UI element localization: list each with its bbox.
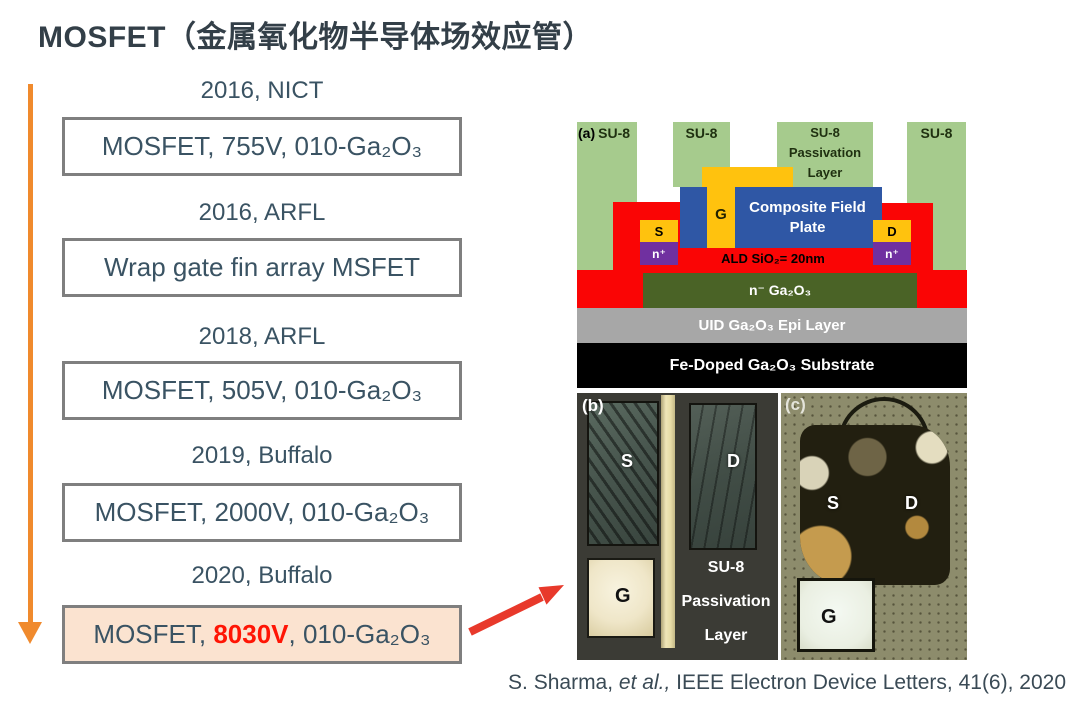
su8-passivation-pillar bbox=[777, 122, 873, 187]
citation-author: S. Sharma, bbox=[508, 671, 619, 694]
ald-sio2-layer bbox=[673, 248, 873, 273]
n-plus-region-right: n⁺ bbox=[873, 242, 911, 265]
source-label: S bbox=[621, 451, 634, 471]
timeline-box-text: MOSFET, 2000V, 010-Ga₂O₃ bbox=[94, 497, 430, 527]
timeline-arrow-down-icon bbox=[18, 622, 42, 644]
field-plate-label: Composite Field Plate bbox=[749, 199, 866, 236]
su8-label: SU-8 bbox=[920, 125, 953, 141]
timeline-box: MOSFET, 505V, 010-Ga₂O₃ bbox=[62, 361, 462, 420]
highlight-value: 8030V bbox=[213, 619, 289, 649]
citation-etal: et al., bbox=[618, 671, 671, 694]
ald-sio2-label: ALD SiO₂= 20nm bbox=[721, 251, 825, 266]
su8-passivation-caption: SU-8 Passivation Layer bbox=[681, 559, 771, 644]
timeline-arrow-line bbox=[28, 84, 33, 622]
epi-layer: UID Ga₂O₃ Epi Layer bbox=[577, 308, 967, 343]
drain-label: D bbox=[727, 451, 740, 471]
gate-label: G bbox=[715, 206, 727, 223]
timeline-box-text: Wrap gate fin array MSFET bbox=[104, 252, 420, 282]
su8-pillar-label-group: (a) SU-8 bbox=[578, 125, 638, 141]
timeline-box-text: MOSFET, 755V, 010-Ga₂O₃ bbox=[101, 131, 423, 161]
gate-finger-stripe bbox=[661, 395, 675, 648]
panel-b-label: (b) bbox=[582, 396, 604, 415]
su8-passivation-label: SU-8 Passivation Layer bbox=[788, 125, 862, 180]
source-contact: S bbox=[640, 220, 678, 242]
timeline-box-highlighted: MOSFET, 8030V, 010-Ga₂O₃ bbox=[62, 605, 462, 664]
timeline-year-label: 2016, NICT bbox=[200, 77, 324, 104]
timeline-year-label: 2020, Buffalo bbox=[191, 562, 333, 589]
panel-a-label: (a) bbox=[578, 125, 596, 141]
citation-rest: IEEE Electron Device Letters, 41(6), 202… bbox=[670, 671, 1066, 694]
timeline-box: MOSFET, 2000V, 010-Ga₂O₃ bbox=[62, 483, 462, 542]
device-micrograph-c: (c) S D G bbox=[781, 393, 967, 660]
gate-stem bbox=[707, 167, 735, 248]
device-cross-section-diagram: n⁻ Ga₂O₃ UID Ga₂O₃ Epi Layer Fe-Doped Ga… bbox=[577, 120, 967, 388]
su8-label: SU-8 bbox=[598, 125, 631, 141]
gate-pad-photo bbox=[587, 558, 655, 638]
timeline-box: MOSFET, 755V, 010-Ga₂O₃ bbox=[62, 117, 462, 176]
channel-layer: n⁻ Ga₂O₃ bbox=[643, 273, 917, 308]
substrate-layer: Fe-Doped Ga₂O₃ Substrate bbox=[577, 343, 967, 388]
source-pad-photo bbox=[587, 401, 659, 546]
citation: S. Sharma, et al., IEEE Electron Device … bbox=[508, 671, 1066, 695]
damaged-region-photo bbox=[800, 425, 950, 585]
timeline-year-label: 2019, Buffalo bbox=[191, 442, 333, 469]
panel-c-label: (c) bbox=[785, 395, 806, 414]
pointer-arrow-icon bbox=[468, 585, 564, 636]
timeline-year-label: 2018, ARFL bbox=[198, 323, 326, 350]
timeline-box: Wrap gate fin array MSFET bbox=[62, 238, 462, 297]
drain-label: D bbox=[905, 493, 918, 513]
source-label: S bbox=[827, 493, 840, 513]
gate-label: G bbox=[615, 585, 631, 607]
n-plus-region-left: n⁺ bbox=[640, 242, 678, 265]
gate-label: G bbox=[821, 606, 837, 628]
su8-label: SU-8 bbox=[685, 125, 718, 141]
drain-pad-photo bbox=[689, 403, 757, 550]
timeline-year-label: 2016, ARFL bbox=[198, 199, 326, 226]
gate-pad-photo bbox=[797, 578, 875, 652]
timeline-box-text: MOSFET, 8030V, 010-Ga₂O₃ bbox=[93, 619, 431, 649]
device-micrograph-b: (b) S D G SU-8 Passivation Layer bbox=[577, 393, 778, 660]
timeline-box-text: MOSFET, 505V, 010-Ga₂O₃ bbox=[101, 375, 423, 405]
page-title: MOSFET（金属氧化物半导体场效应管） bbox=[38, 21, 593, 54]
drain-contact: D bbox=[873, 220, 911, 242]
